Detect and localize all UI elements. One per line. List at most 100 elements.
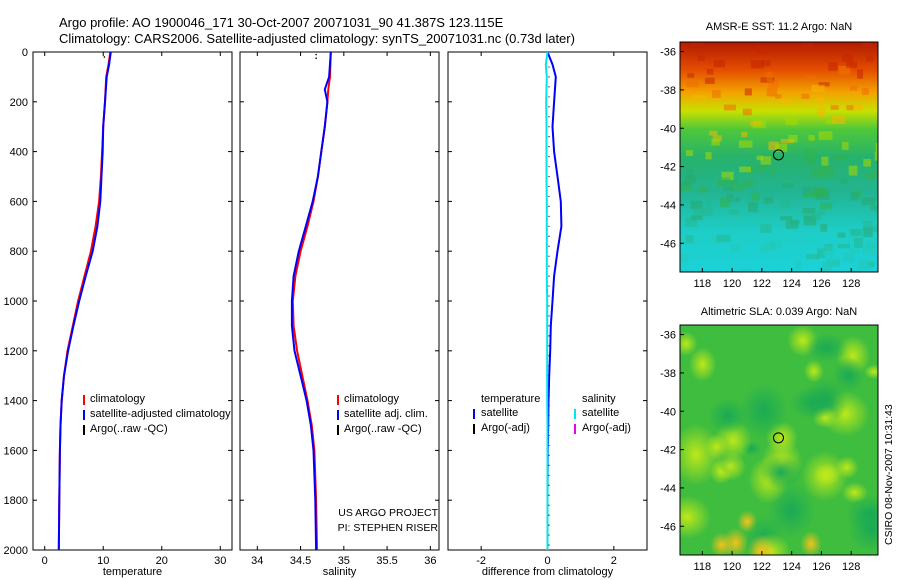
sla-texture-blob xyxy=(806,333,848,363)
x-axis-label: temperature xyxy=(103,566,162,578)
sst-texture-cell xyxy=(820,202,832,210)
sst-texture-cell xyxy=(849,248,860,255)
sst-texture-cell xyxy=(853,104,863,111)
sst-texture-cell xyxy=(820,223,828,232)
map-y-tick-label: -38 xyxy=(660,85,676,97)
sst-texture-cell xyxy=(693,209,703,217)
y-tick-label: 1000 xyxy=(4,296,28,308)
sst-texture-cell xyxy=(780,200,790,209)
sst-texture-cell xyxy=(808,135,815,141)
x-tick-label: 35.5 xyxy=(376,555,397,567)
sst-texture-cell xyxy=(780,138,794,144)
sst-texture-cell xyxy=(686,81,699,88)
sst-texture-cell xyxy=(818,82,830,87)
salinity-panel: 34 34.5 35 35.5 36 salinity xyxy=(239,51,440,578)
sst-texture-cell xyxy=(685,235,694,244)
sst-texture-cell xyxy=(801,93,810,99)
sst-texture-cell xyxy=(837,243,850,249)
y-tick-label: 0 xyxy=(22,47,28,59)
sla-texture-blob xyxy=(813,463,842,486)
y-tick-label: 600 xyxy=(10,196,28,208)
legend-entry: climatology xyxy=(344,393,400,405)
sla-map-frame xyxy=(679,324,879,556)
sla-texture-blob xyxy=(832,357,865,393)
y-tick-label: 1200 xyxy=(4,346,28,358)
argo-difference-point xyxy=(548,155,550,158)
argo-difference-point xyxy=(548,544,550,546)
argo-difference-point xyxy=(548,414,550,417)
sst-texture-cell xyxy=(828,198,836,205)
sla-texture-blob xyxy=(688,347,717,382)
argo-difference-point xyxy=(548,424,550,427)
argo-location-marker xyxy=(772,149,784,161)
sst-texture-cell xyxy=(706,68,714,75)
legend-entry: satellite xyxy=(481,407,518,419)
y-tick-label: 1800 xyxy=(4,495,28,507)
sla-texture-blob xyxy=(680,423,721,486)
sst-texture-cell xyxy=(816,107,826,117)
sst-texture-cell xyxy=(750,121,762,127)
sst-texture-cell xyxy=(848,165,858,176)
sst-texture-cell xyxy=(712,135,722,142)
y-tick-label: 400 xyxy=(10,147,28,159)
sst-texture-cell xyxy=(832,115,846,124)
sst-texture-cell xyxy=(828,62,838,71)
sst-texture-cell xyxy=(863,159,871,167)
argo-difference-point xyxy=(548,404,550,407)
sst-texture-cell xyxy=(821,156,829,167)
sst-texture-cell xyxy=(854,238,863,248)
sst-texture-cell xyxy=(870,226,878,233)
sst-texture-cell xyxy=(801,43,814,51)
sla-map: Altimetric SLA: 0.039 Argo: NaN 118 120 12… xyxy=(660,306,879,573)
sst-texture-cell xyxy=(717,177,731,187)
argo-difference-point xyxy=(548,444,550,447)
sst-texture-cell xyxy=(778,98,792,105)
argo-difference-point xyxy=(548,524,550,526)
sst-texture-cell xyxy=(846,61,858,69)
sla-texture-blob xyxy=(800,531,822,555)
map-y-tick-label: -44 xyxy=(660,200,676,212)
sst-texture-cell xyxy=(802,208,816,213)
sst-texture-cell xyxy=(875,142,878,153)
sst-texture-cell xyxy=(751,192,760,201)
sst-texture-cell xyxy=(692,94,706,100)
legend-entry: Argo(-adj) xyxy=(481,422,530,434)
sst-texture-cell xyxy=(863,220,873,230)
series-line-satellite-adjusted-climatology xyxy=(57,52,112,550)
figure-title-line1: Argo profile: AO 1900046_171 30-Oct-2007… xyxy=(59,15,504,30)
sst-texture-cell xyxy=(766,71,773,82)
sst-texture-cell xyxy=(685,150,693,156)
sst-texture-cell xyxy=(701,208,713,217)
legend-title: temperature xyxy=(481,393,540,405)
argo-location-marker xyxy=(772,432,784,444)
map-y-tick-label: -46 xyxy=(660,238,676,250)
sst-texture-cell xyxy=(835,155,847,160)
argo-difference-point xyxy=(548,275,550,277)
sst-texture-cell xyxy=(705,152,712,160)
sst-texture-cell xyxy=(867,261,875,268)
argo-difference-point xyxy=(548,295,550,297)
sla-texture-blob xyxy=(739,383,789,439)
argo-point xyxy=(315,57,317,60)
sst-texture-cell xyxy=(756,155,764,161)
argo-difference-point xyxy=(548,126,550,128)
sst-texture-cell xyxy=(734,197,741,203)
argo-difference-point xyxy=(548,385,550,387)
sst-texture-cell xyxy=(822,246,835,256)
difference-panel-series xyxy=(544,52,563,550)
sst-texture-cell xyxy=(721,171,734,180)
argo-difference-point xyxy=(548,116,550,118)
sst-texture-cell xyxy=(874,151,878,161)
sst-texture-cell xyxy=(842,54,853,62)
map-x-tick-label: 122 xyxy=(753,561,771,573)
argo-difference-point xyxy=(548,225,550,227)
sst-texture-cell xyxy=(711,138,720,146)
sla-texture-blob xyxy=(723,527,749,555)
salinity-panel-frame xyxy=(239,51,440,551)
argo-difference-point xyxy=(548,66,550,68)
sst-texture-cell xyxy=(818,131,833,140)
sla-texture-blob xyxy=(680,331,698,356)
sst-texture-cell xyxy=(857,69,864,79)
